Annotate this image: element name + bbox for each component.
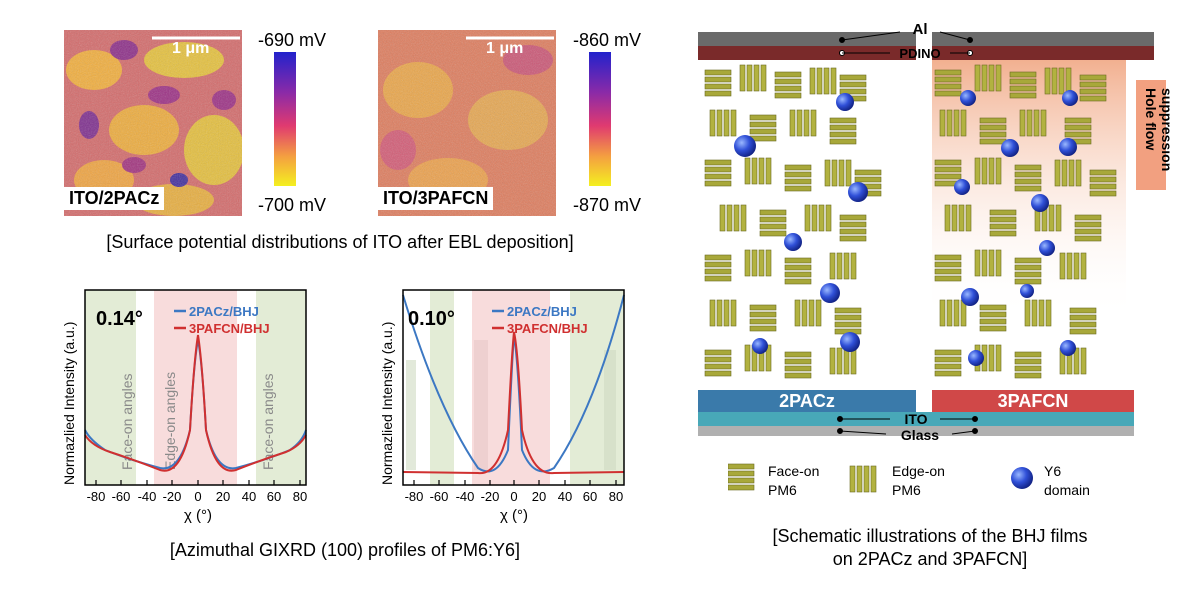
legend-y6-icon [1011,467,1033,489]
layer-pointers [837,31,978,435]
curve-3pafcn-left [84,334,307,472]
face-on-band-right-a [430,290,454,485]
region-label-edge-on: Edge-on angles [162,372,178,470]
hole-flow-label-line1: Hole flow [1143,88,1159,150]
shade-strip [474,340,488,470]
x-tick-label: 40 [242,489,256,504]
legend-edge-on-line2: PM6 [892,482,921,498]
x-tick-label: -40 [456,489,475,504]
kpfm-scale-bar-label: 1 μm [172,40,210,57]
x-axis-label-right: χ (°) [500,507,528,524]
ito-label: ITO [904,411,927,427]
pafcn-label: 3PAFCN [998,391,1069,411]
kpfm-colorbar-3pafcn [589,52,611,186]
legend-y6-line1: Y6 [1044,463,1061,479]
region-label-face-on-right: Face-on angles [260,373,276,470]
x-tick-label: -20 [481,489,500,504]
pdino-label: PDINO [899,46,940,61]
hole-flow-box [1136,80,1166,190]
schematic-legend: Face-on PM6 Edge-on PM6 Y6 domain [728,463,1090,498]
shade-strip [406,360,416,470]
al-label: Al [913,21,928,38]
x-tick-label: 20 [216,489,230,504]
x-tick-label: 0 [194,489,201,504]
legend-face-on-icon [728,463,755,491]
legend-3pafcn-left: 3PAFCN/BHJ [189,321,270,336]
glass-layer [698,426,1134,436]
x-tick-label: 20 [532,489,546,504]
x-ticks-right [413,480,617,485]
kpfm-map-3pafcn: 1 μm ITO/3PAFCN [378,30,556,216]
edge-on-band-left [154,290,237,485]
x-tick-label: 80 [293,489,307,504]
hole-flow-label-line2: suppression [1159,88,1170,171]
kpfm-scale-bar-label: 1 μm [486,40,524,57]
incidence-angle-left: 0.14° [96,308,143,330]
colorbar-max-2pacz: -690 mV [258,30,327,50]
legend-2pacz-left: 2PACz/BHJ [189,304,259,319]
shade-strip [604,350,616,470]
panel-gap [916,32,932,412]
colorbar-max-3pafcn: -860 mV [573,30,642,50]
kpfm-label-3pafcn: ITO/3PAFCN [378,187,494,210]
kpfm-map-3pafcn-image [378,30,556,216]
y6-domains-right [954,90,1078,366]
x-tick-label: -80 [405,489,424,504]
x-tick-label: -80 [87,489,106,504]
legend-edge-on-line1: Edge-on [892,463,945,479]
incidence-angle-right: 0.10° [408,308,455,330]
curve-3pafcn-right [402,331,625,475]
kpfm-label-2pacz: ITO/2PACz [64,187,165,210]
kpfm-map-2pacz: 1 μm ITO/2PACz [64,30,244,216]
legend-2pacz-right: 2PACz/BHJ [507,304,577,319]
legend-3pafcn-right: 3PAFCN/BHJ [507,321,588,336]
pafcn-layer [932,390,1134,412]
y6-domains-left [734,93,868,354]
schematic-caption-line1: [Schematic illustrations of the BHJ film… [772,526,1088,546]
gixrd-caption: [Azimuthal GIXRD (100) profiles of PM6:Y… [169,540,521,560]
legend-face-on-line1: Face-on [768,463,819,479]
y-axis-label-right: Normazlied Intensity (a.u.) [379,322,395,485]
ito-layer [698,412,1134,426]
x-tick-label: -60 [112,489,131,504]
colorbar-min-3pafcn: -870 mV [573,195,642,215]
x-tick-label: 80 [609,489,623,504]
glass-label: Glass [901,427,939,443]
legend-edge-on-icon [849,465,877,493]
gixrd-plot-right: -80 -60 -40 -20 0 20 40 60 80 χ (°) Norm… [379,289,625,524]
region-label-face-on-left: Face-on angles [119,373,135,470]
x-tick-label: -60 [430,489,449,504]
kpfm-colorbar-2pacz [274,52,296,186]
bhj-schematic: 2PACz 3PAFCN Al PDINO ITO Glass Hole flo… [698,21,1170,443]
legend-face-on-line2: PM6 [768,482,797,498]
face-on-band-left-b [256,290,306,485]
legend-y6-line2: domain [1044,482,1090,498]
colorbar-min-2pacz: -700 mV [258,195,327,215]
gixrd-plot-left: Face-on angles Edge-on angles Face-on an… [61,289,307,524]
schematic-caption-line2: on 2PACz and 3PAFCN] [832,549,1028,569]
pacz-label: 2PACz [779,391,835,411]
x-axis-label-left: χ (°) [184,507,212,524]
x-tick-label: 40 [558,489,572,504]
x-tick-label: 0 [510,489,517,504]
pacz-layer [698,390,916,412]
bhj-film-left [704,64,882,379]
x-ticks-left [95,480,301,485]
x-tick-label: 60 [267,489,281,504]
x-tick-label: -20 [163,489,182,504]
axes-frame-left [84,289,307,486]
kpfm-caption: [Surface potential distributions of ITO … [106,232,574,252]
x-tick-label: 60 [583,489,597,504]
y-axis-label-left: Normazlied Intensity (a.u.) [61,322,77,485]
x-tick-label: -40 [138,489,157,504]
